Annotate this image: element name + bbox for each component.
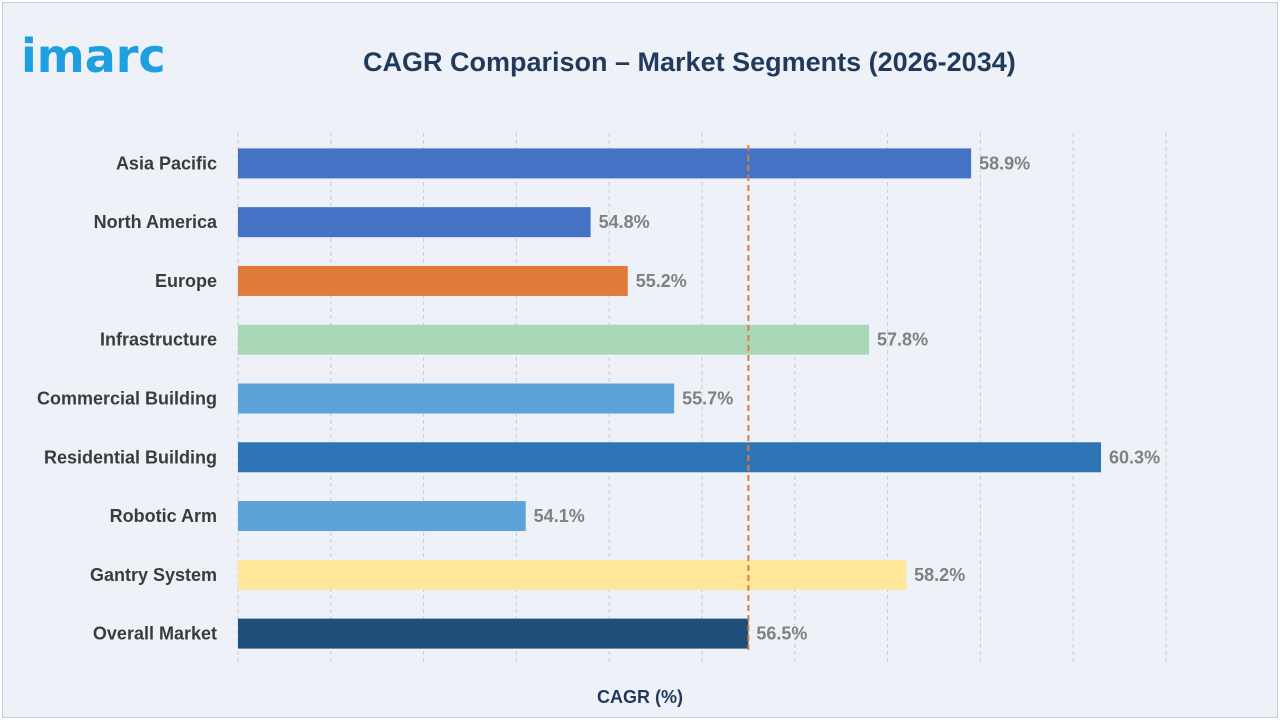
category-label: North America (94, 212, 218, 232)
category-label: Europe (155, 271, 217, 291)
category-label: Infrastructure (100, 330, 217, 350)
data-label: 57.8% (877, 330, 928, 350)
bar (238, 559, 907, 590)
bar (238, 207, 591, 238)
data-label: 54.8% (599, 212, 650, 232)
x-axis-label: CAGR (%) (597, 687, 683, 707)
data-label: 60.3% (1109, 447, 1160, 467)
bar (238, 383, 675, 414)
imarc-logo: imarc (21, 29, 166, 83)
data-label: 55.2% (636, 271, 687, 291)
bar (238, 442, 1102, 473)
category-label: Gantry System (90, 565, 217, 585)
data-label: 55.7% (682, 389, 733, 409)
category-label: Residential Building (44, 447, 217, 467)
category-label: Asia Pacific (116, 153, 217, 173)
bar (238, 148, 972, 179)
data-label: 54.1% (534, 506, 585, 526)
category-label: Robotic Arm (110, 506, 217, 526)
data-label: 58.9% (979, 153, 1030, 173)
chart-title: CAGR Comparison – Market Segments (2026-… (363, 47, 1016, 77)
data-label: 58.2% (914, 565, 965, 585)
bar (238, 265, 628, 296)
bar (238, 324, 870, 355)
bar (238, 618, 749, 649)
bar (238, 501, 526, 532)
data-label: 56.5% (756, 624, 807, 644)
category-label: Commercial Building (37, 389, 217, 409)
category-label: Overall Market (93, 624, 217, 644)
